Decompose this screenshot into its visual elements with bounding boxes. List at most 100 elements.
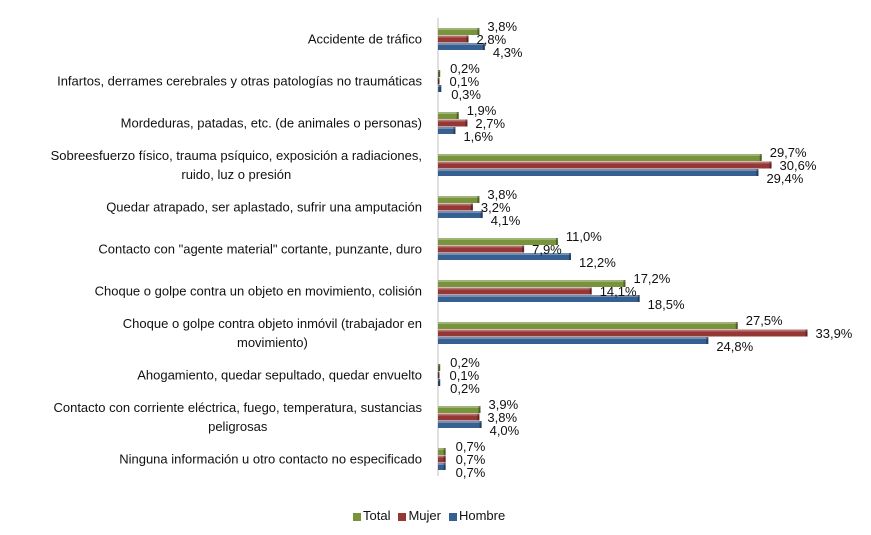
bar-highlight — [438, 154, 762, 156]
bar-mujer — [438, 77, 440, 85]
bar-highlight — [438, 280, 626, 282]
bar-highlight — [438, 295, 640, 297]
data-label-mujer: 3,8% — [487, 409, 518, 425]
bar-highlight — [438, 196, 480, 198]
category-label: Infartos, derrames cerebrales y otras pa… — [57, 73, 422, 89]
data-label-hombre: 4,1% — [490, 212, 521, 228]
bar-highlight — [438, 421, 482, 423]
bar-mujer — [438, 455, 446, 463]
bar-end-shade — [522, 245, 525, 253]
bar-mujer — [438, 35, 469, 43]
bar-highlight — [438, 77, 440, 80]
bar-mujer — [438, 119, 468, 127]
bar-end-shade — [637, 295, 640, 302]
bar-end-shade — [453, 127, 456, 134]
data-label-total: 11,0% — [565, 228, 602, 244]
bar-hombre — [438, 127, 456, 134]
bar-total — [438, 196, 480, 203]
bar-highlight — [438, 463, 446, 465]
bar-end-shade — [480, 211, 483, 218]
bar-end-shade — [438, 364, 441, 371]
bar-total — [438, 238, 558, 245]
category-label: Accidente de tráfico — [307, 31, 422, 47]
bar-highlight — [438, 329, 808, 332]
data-label-mujer: 0,1% — [449, 73, 480, 89]
legend-item-mujer[interactable]: Mujer — [398, 508, 441, 523]
bar-end-shade — [438, 70, 441, 77]
bar-total — [438, 154, 762, 161]
category-label: Mordeduras, patadas, etc. (de animales o… — [120, 115, 422, 131]
bar-highlight — [438, 211, 483, 213]
bar-end-shade — [482, 43, 485, 50]
bar-end-shade — [477, 196, 480, 203]
data-label-total: 29,7% — [769, 144, 807, 160]
category-label: Contacto con corriente eléctrica, fuego,… — [53, 400, 422, 434]
bar-highlight — [438, 112, 459, 114]
data-label-total: 3,8% — [487, 186, 518, 202]
bar-highlight — [438, 43, 485, 45]
bar-hombre — [438, 253, 571, 260]
bar-end-shade — [443, 463, 446, 470]
data-label-hombre: 4,0% — [489, 422, 520, 438]
category-label: Choque o golpe contra un objeto en movim… — [94, 283, 422, 299]
bar-highlight — [438, 322, 738, 324]
bar-end-shade — [479, 421, 482, 428]
bar-end-shade — [478, 406, 481, 413]
legend-swatch-total — [353, 512, 361, 521]
data-label-mujer: 0,7% — [455, 451, 486, 467]
bar-highlight — [438, 253, 571, 255]
bar-highlight — [438, 337, 709, 339]
data-label-mujer: 3,2% — [480, 199, 511, 215]
bar-highlight — [438, 379, 441, 381]
legend-item-hombre[interactable]: Hombre — [448, 508, 505, 523]
data-label-total: 1,9% — [466, 102, 497, 118]
bar-end-shade — [555, 238, 558, 245]
data-label-mujer: 2,7% — [475, 115, 506, 131]
data-label-hombre: 0,3% — [451, 86, 481, 102]
data-label-hombre: 29,4% — [766, 170, 804, 186]
bar-end-shade — [623, 280, 626, 287]
bar-highlight — [438, 35, 469, 38]
bar-highlight — [438, 364, 441, 366]
data-label-total: 17,2% — [633, 270, 671, 286]
data-label-hombre: 1,6% — [463, 128, 494, 144]
bar-highlight — [438, 85, 442, 87]
bar-total — [438, 406, 481, 413]
bar-end-shade — [589, 287, 592, 295]
bar-hombre — [438, 337, 709, 344]
legend-item-total[interactable]: Total — [353, 508, 390, 523]
bar-highlight — [438, 119, 468, 122]
category-label: Ahogamiento, quedar sepultado, quedar en… — [137, 367, 422, 383]
bar-mujer — [438, 329, 808, 337]
bar-total — [438, 322, 738, 329]
bar-highlight — [438, 203, 473, 206]
bar-end-shade — [759, 154, 762, 161]
data-label-hombre: 24,8% — [716, 338, 754, 354]
data-label-mujer: 14,1% — [599, 283, 637, 299]
data-label-mujer: 7,9% — [532, 241, 562, 257]
data-label-mujer: 0,1% — [449, 367, 480, 383]
data-label-total: 0,7% — [455, 438, 486, 454]
bar-end-shade — [477, 413, 480, 421]
legend-swatch-mujer — [398, 512, 407, 521]
bar-end-shade — [443, 455, 446, 463]
bar-hombre — [438, 421, 482, 428]
bar-highlight — [438, 238, 558, 240]
data-label-total: 0,2% — [450, 354, 480, 370]
data-label-hombre: 0,7% — [455, 464, 486, 480]
bar-highlight — [438, 70, 441, 72]
bar-end-shade — [437, 371, 440, 379]
bar-end-shade — [470, 203, 473, 211]
bar-mujer — [438, 287, 592, 295]
bar-highlight — [438, 245, 525, 248]
bar-end-shade — [706, 337, 709, 344]
data-label-mujer: 30,6% — [779, 157, 817, 173]
bar-hombre — [438, 85, 442, 92]
bar-highlight — [438, 413, 480, 416]
data-label-total: 3,8% — [487, 18, 518, 34]
bar-end-shade — [439, 85, 442, 92]
bar-hombre — [438, 463, 446, 470]
bar-end-shade — [466, 35, 469, 43]
bar-mujer — [438, 245, 525, 253]
